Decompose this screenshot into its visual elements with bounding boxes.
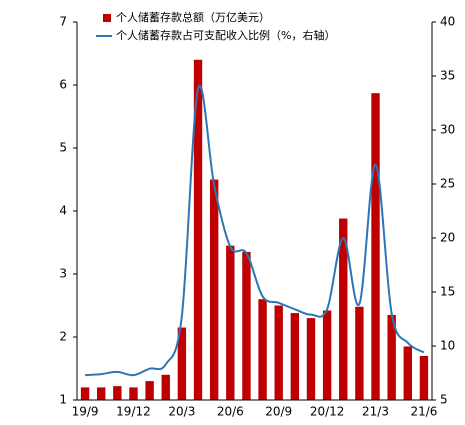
legend-label: 个人储蓄存款占可支配收入比例（%，右轴） (116, 28, 335, 42)
x-tick-label: 21/6 (410, 405, 437, 419)
bar (209, 179, 219, 400)
x-tick-label: 19/9 (72, 405, 99, 419)
x-tick-label: 20/9 (265, 405, 292, 419)
y2-tick-label: 20 (440, 231, 455, 245)
y-tick-label: 2 (59, 330, 67, 344)
y2-tick-label: 30 (440, 123, 455, 137)
y2-tick-label: 5 (440, 393, 448, 407)
y-tick-label: 3 (59, 267, 67, 281)
x-tick-label: 20/6 (217, 405, 244, 419)
legend-label: 个人储蓄存款总额（万亿美元） (116, 10, 270, 24)
x-tick-label: 19/12 (116, 405, 151, 419)
bar (242, 251, 251, 400)
bar (339, 218, 348, 400)
bar (274, 305, 283, 400)
y2-tick-label: 10 (440, 339, 455, 353)
bar (371, 93, 380, 400)
bar (290, 313, 300, 400)
bar (403, 346, 412, 400)
bar (355, 306, 364, 400)
bar (145, 381, 154, 400)
y2-tick-label: 35 (440, 69, 455, 83)
bar (113, 386, 122, 400)
y-tick-label: 6 (59, 78, 67, 92)
x-tick-label: 20/12 (310, 405, 345, 419)
y-tick-label: 1 (59, 393, 67, 407)
y-tick-label: 4 (59, 204, 67, 218)
x-tick-label: 21/3 (362, 405, 389, 419)
bar (129, 387, 138, 400)
legend-swatch (103, 14, 111, 22)
bar (258, 299, 267, 400)
bar (387, 314, 396, 400)
bar (306, 318, 316, 400)
y-tick-label: 7 (59, 15, 67, 29)
y2-tick-label: 40 (440, 15, 455, 29)
bar (177, 327, 187, 400)
x-tick-label: 20/3 (168, 405, 195, 419)
bar (97, 387, 106, 400)
bar (161, 374, 170, 400)
bar (226, 245, 235, 400)
line (85, 84, 425, 377)
bar (80, 387, 90, 400)
y-tick-label: 5 (59, 141, 67, 155)
y2-tick-label: 25 (440, 177, 455, 191)
y2-tick-label: 15 (440, 285, 455, 299)
bar (322, 310, 332, 400)
bar (419, 355, 429, 400)
bar (193, 59, 203, 401)
